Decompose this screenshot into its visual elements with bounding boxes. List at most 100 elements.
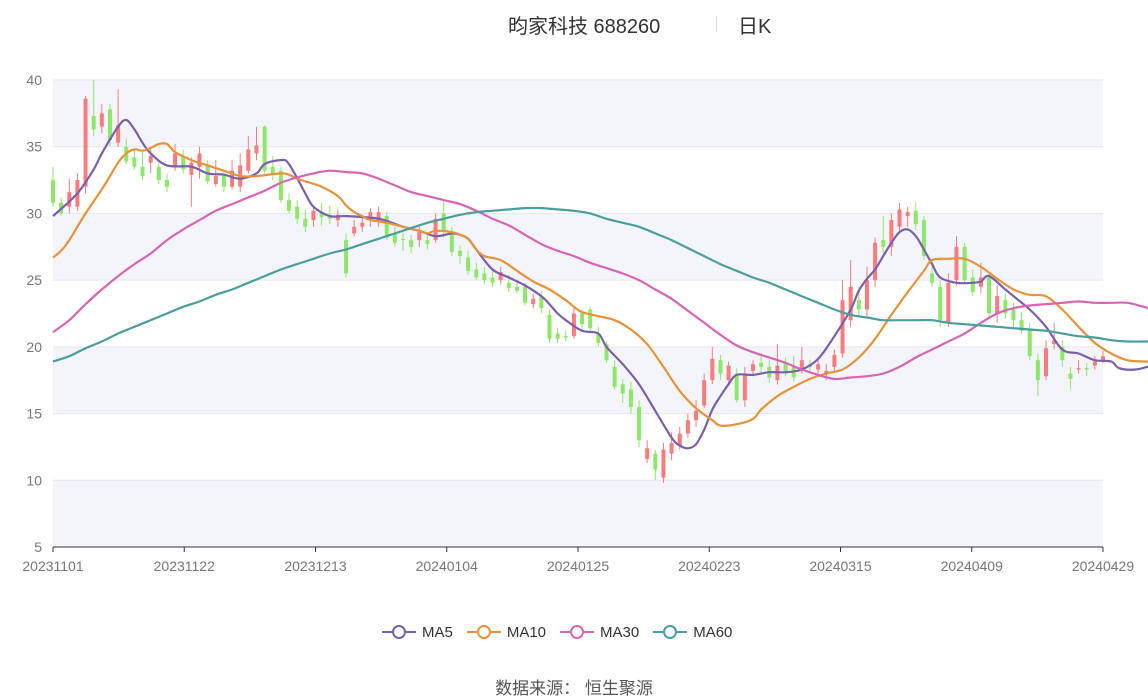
candle-body	[140, 166, 145, 177]
candle-body	[612, 366, 617, 387]
candle-body	[856, 300, 861, 310]
legend-item-ma5[interactable]: MA5	[382, 624, 453, 641]
candle-body	[653, 453, 658, 470]
candle-body	[295, 206, 300, 219]
candle-body	[417, 232, 422, 241]
candle-body	[197, 153, 202, 167]
candle-body	[392, 233, 397, 243]
candle-body	[376, 212, 381, 222]
legend-marker-ma10	[466, 625, 501, 639]
candle-up	[889, 213, 894, 257]
chart-title-row: 昀家科技 688260 日K	[0, 10, 1148, 38]
candle-body	[270, 166, 275, 174]
legend-label: MA5	[422, 623, 453, 641]
legend-marker-ma30	[560, 625, 595, 639]
candle-body	[531, 298, 536, 305]
candle-body	[352, 226, 357, 234]
candle-down	[913, 202, 918, 230]
legend-item-ma10[interactable]: MA10	[466, 624, 546, 641]
candle-down	[303, 209, 308, 233]
candle-body	[669, 442, 674, 454]
candle-down	[425, 233, 430, 250]
candle-body	[905, 212, 910, 217]
candle-body	[1003, 300, 1008, 314]
candle-down	[1035, 353, 1040, 397]
x-tick-label: 20240315	[809, 558, 872, 574]
candle-body	[344, 240, 349, 274]
candle-up	[360, 216, 365, 233]
candle-up	[726, 361, 731, 383]
candle-down	[490, 269, 495, 287]
candle-body	[889, 220, 894, 247]
candle-body	[164, 180, 169, 187]
candle-up	[238, 153, 243, 193]
candle-body	[742, 373, 747, 401]
candle-body	[67, 192, 72, 207]
candle-body	[1076, 368, 1081, 370]
candle-up	[702, 373, 707, 409]
candle-body	[938, 286, 943, 321]
candle-down	[466, 250, 471, 275]
candle-down	[637, 400, 642, 447]
ma-line-ma10	[52, 142, 1148, 427]
candle-down	[881, 216, 886, 254]
ma-line-ma60	[52, 206, 1148, 363]
candle-body	[132, 157, 137, 167]
candle-body	[506, 282, 511, 289]
candle-up	[897, 202, 902, 234]
candle-body	[246, 149, 251, 171]
candle-body	[409, 240, 414, 247]
candle-body	[319, 212, 324, 218]
candle-up	[864, 266, 869, 317]
candle-up	[710, 346, 715, 385]
candle-body	[620, 384, 625, 394]
candle-body	[946, 282, 951, 323]
candle-up	[376, 206, 381, 227]
chart-title: 昀家科技 688260	[508, 16, 661, 38]
legend-item-ma30[interactable]: MA30	[560, 624, 639, 641]
candle-down	[1019, 312, 1024, 334]
x-tick-label: 20240125	[547, 558, 610, 574]
candle-up	[352, 220, 357, 237]
grid-band	[53, 213, 1103, 281]
candle-body	[921, 220, 926, 257]
candle-down	[1068, 366, 1073, 390]
candle-down	[401, 232, 405, 251]
candle-body	[987, 277, 992, 314]
y-tick-label: 40	[26, 72, 42, 88]
candle-body	[449, 232, 454, 253]
candle-up	[531, 293, 536, 309]
candle-up	[83, 96, 88, 194]
candle-body	[254, 145, 259, 154]
candle-down	[344, 233, 349, 278]
candle-down	[474, 262, 479, 281]
candle-body	[604, 344, 609, 361]
legend-item-ma60[interactable]: MA60	[653, 624, 732, 641]
candle-down	[295, 200, 300, 225]
candle-up	[694, 400, 699, 427]
candle-body	[490, 277, 495, 283]
candle-up	[645, 440, 650, 463]
kline-chart[interactable]: 5 10 15 20 25 30 35 40 20231101 20231122 20231213…	[0, 0, 1148, 600]
candle-body	[230, 170, 235, 187]
candle-body	[1035, 360, 1040, 381]
x-tick-label: 20231122	[154, 558, 215, 574]
y-tick-label: 20	[26, 339, 42, 355]
candle-body	[954, 246, 959, 281]
data-source: 数据来源： 恒生聚源	[495, 679, 653, 698]
candle-down	[1084, 362, 1089, 377]
candle-up	[946, 273, 951, 327]
candle-body	[384, 216, 389, 238]
candle-body	[514, 286, 519, 291]
candle-body	[441, 213, 446, 231]
candle-down	[287, 193, 292, 214]
grid-band	[53, 346, 1103, 414]
candle-down	[921, 216, 926, 261]
candle-body	[864, 280, 869, 310]
candle-body	[1027, 329, 1032, 357]
x-tick-label: 20240409	[941, 558, 1004, 574]
candle-up	[1076, 360, 1081, 374]
candle-body	[718, 360, 723, 374]
candle-up	[995, 285, 1000, 323]
candle-body	[474, 269, 479, 278]
